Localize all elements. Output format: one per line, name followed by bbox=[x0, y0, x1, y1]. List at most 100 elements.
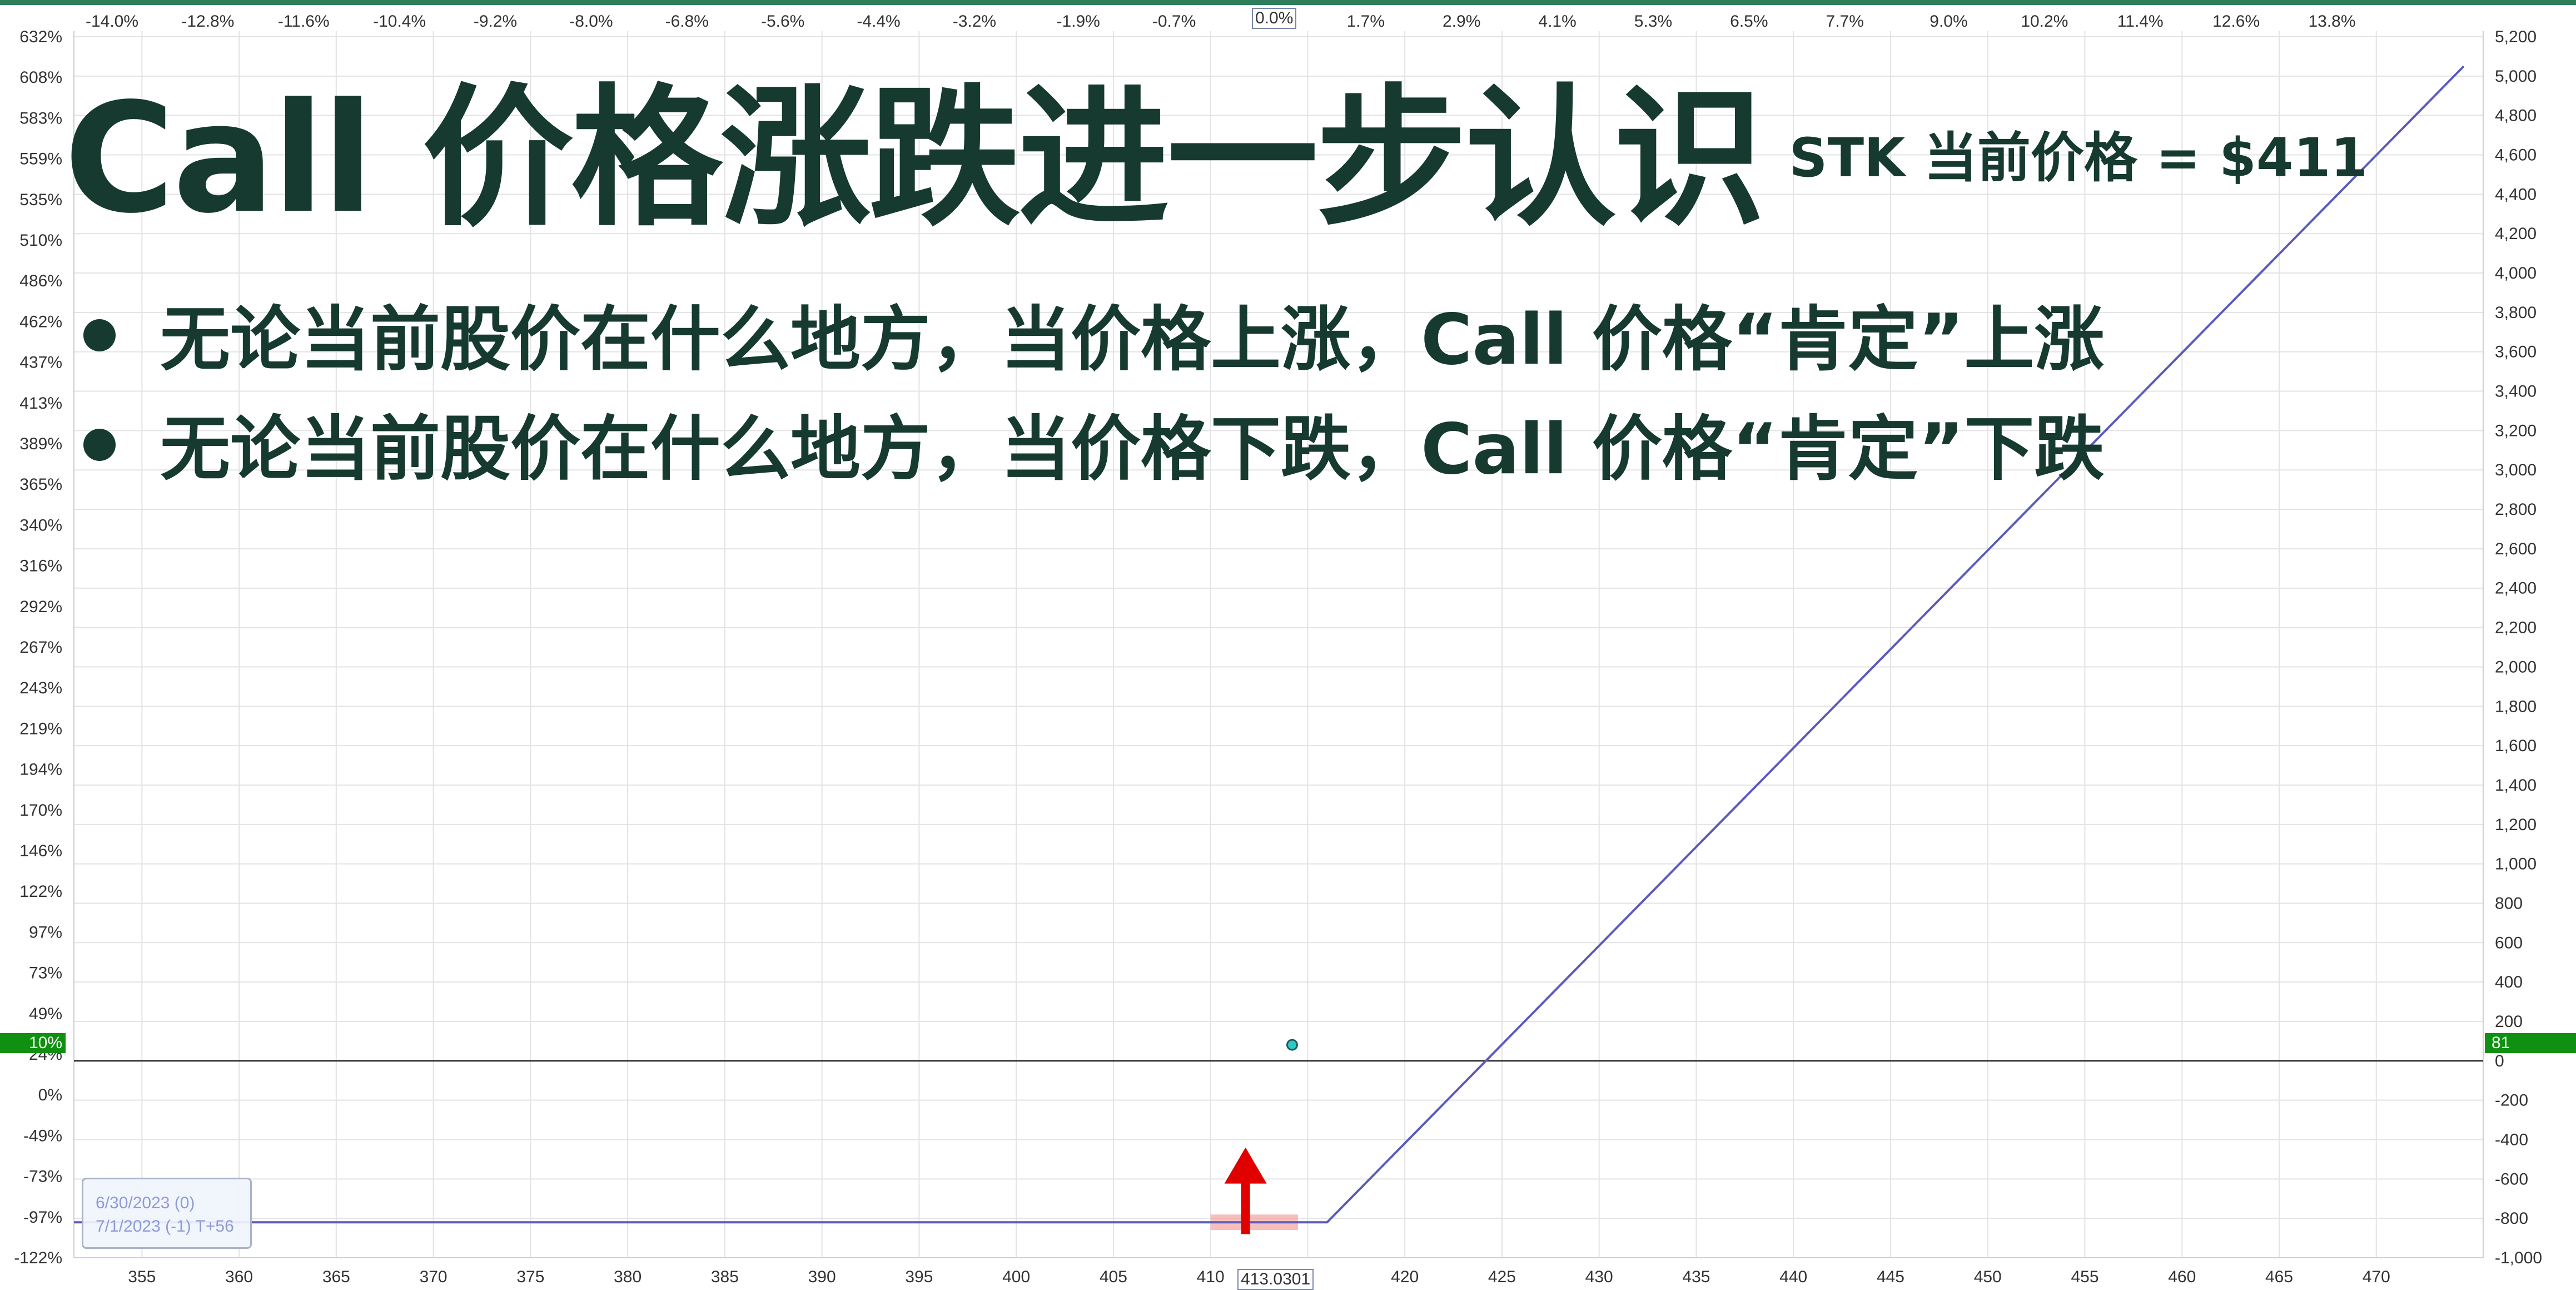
right-y-tick-label: 0 bbox=[2495, 1052, 2504, 1070]
up-arrow-icon bbox=[1224, 1147, 1267, 1184]
top-pct-tick-label: -11.6% bbox=[278, 12, 330, 31]
left-y-tick-label: 559% bbox=[19, 150, 62, 168]
current-position-marker bbox=[1286, 1039, 1298, 1051]
top-pct-tick-label: -8.0% bbox=[569, 12, 613, 31]
right-y-tick-label: 200 bbox=[2495, 1013, 2523, 1031]
date-label-t-plus: 7/1/2023 (-1) T+56 bbox=[96, 1217, 234, 1236]
left-y-tick-label: 535% bbox=[19, 191, 62, 209]
left-y-tick-label: 243% bbox=[19, 679, 62, 697]
top-pct-tick-label: -3.2% bbox=[953, 12, 996, 31]
date-legend-box[interactable]: 6/30/2023 (0) 7/1/2023 (-1) T+56 bbox=[82, 1178, 252, 1249]
x-tick-label: 450 bbox=[1974, 1268, 2002, 1286]
x-tick-label: 460 bbox=[2168, 1268, 2196, 1286]
current-price-subtitle: STK 当前价格 = $411 bbox=[1789, 127, 2368, 189]
top-pct-tick-label: 7.7% bbox=[1826, 12, 1864, 31]
top-pct-tick-label: -12.8% bbox=[181, 12, 234, 31]
x-tick-label: 400 bbox=[1002, 1268, 1030, 1286]
bullet-dot-icon bbox=[83, 429, 116, 461]
right-y-tick-label: 3,400 bbox=[2495, 383, 2537, 401]
top-pct-tick-label: 12.6% bbox=[2212, 12, 2260, 31]
bottom-axis-crosshair-callout: 413.0301 bbox=[1237, 1269, 1314, 1290]
left-y-tick-label: 316% bbox=[19, 557, 62, 575]
right-y-tick-label: -800 bbox=[2495, 1209, 2528, 1228]
left-y-tick-label: 292% bbox=[19, 598, 62, 616]
slide-title: Call 价格涨跌进一步认识 bbox=[64, 71, 1765, 247]
bullet-item-rise: 无论当前股价在什么地方，当价格上涨，Call 价格“肯定”上涨 bbox=[83, 305, 2104, 375]
top-pct-tick-label: -6.8% bbox=[665, 12, 709, 31]
top-pct-tick-label: -0.7% bbox=[1152, 12, 1196, 31]
x-tick-label: 465 bbox=[2265, 1268, 2293, 1286]
x-tick-label: 375 bbox=[516, 1268, 544, 1286]
left-y-tick-label: 73% bbox=[29, 964, 62, 983]
right-y-tick-label: 3,200 bbox=[2495, 421, 2537, 440]
right-y-tick-label: 1,800 bbox=[2495, 697, 2537, 716]
x-tick-label: 430 bbox=[1585, 1268, 1613, 1286]
top-pct-tick-label: -9.2% bbox=[474, 12, 517, 31]
left-y-tick-label: 365% bbox=[19, 475, 62, 494]
x-tick-label: 395 bbox=[905, 1268, 933, 1286]
left-y-tick-label: 0% bbox=[38, 1086, 62, 1104]
x-tick-label: 405 bbox=[1100, 1268, 1127, 1286]
right-y-tick-label: 2,600 bbox=[2495, 540, 2537, 558]
left-y-tick-label: 462% bbox=[19, 312, 62, 331]
x-tick-label: 370 bbox=[420, 1268, 447, 1286]
left-y-tick-label: -73% bbox=[23, 1168, 62, 1186]
right-axis-current-tag: 81 bbox=[2485, 1033, 2576, 1053]
top-pct-tick-label: 1.7% bbox=[1347, 12, 1385, 31]
right-y-tick-label: -600 bbox=[2495, 1170, 2528, 1188]
title-block: Call 价格涨跌进一步认识 STK 当前价格 = $411 bbox=[64, 83, 2368, 235]
right-y-tick-label: 4,400 bbox=[2495, 185, 2537, 204]
left-y-tick-label: 510% bbox=[19, 231, 62, 250]
right-y-tick-label: 4,800 bbox=[2495, 107, 2537, 125]
top-accent-bar bbox=[0, 0, 2576, 5]
right-y-tick-label: 3,800 bbox=[2495, 304, 2537, 322]
right-y-tick-label: 1,200 bbox=[2495, 816, 2537, 834]
left-y-tick-label: 219% bbox=[19, 720, 62, 738]
right-y-tick-label: 4,600 bbox=[2495, 146, 2537, 165]
top-pct-tick-label: -14.0% bbox=[86, 12, 138, 31]
left-y-tick-label: 389% bbox=[19, 435, 62, 453]
top-pct-tick-label: 4.1% bbox=[1538, 12, 1576, 31]
right-y-tick-label: -400 bbox=[2495, 1130, 2528, 1149]
date-label-expiry: 6/30/2023 (0) bbox=[96, 1194, 195, 1212]
left-y-tick-label: 146% bbox=[19, 842, 62, 860]
x-tick-label: 380 bbox=[614, 1268, 641, 1286]
x-tick-label: 470 bbox=[2363, 1268, 2390, 1286]
left-axis-current-tag: 10% bbox=[0, 1033, 66, 1053]
left-y-tick-label: 49% bbox=[29, 1005, 62, 1023]
x-tick-label: 410 bbox=[1197, 1268, 1225, 1286]
bullet-text: 无论当前股价在什么地方，当价格下跌，Call 价格“肯定”下跌 bbox=[160, 408, 2105, 490]
top-pct-tick-label: 6.5% bbox=[1730, 12, 1768, 31]
right-y-tick-label: 4,000 bbox=[2495, 264, 2537, 282]
top-pct-tick-label: 11.4% bbox=[2117, 12, 2164, 31]
right-y-tick-label: 3,600 bbox=[2495, 343, 2537, 361]
left-y-tick-label: -49% bbox=[23, 1127, 62, 1145]
top-pct-tick-label: 2.9% bbox=[1443, 12, 1480, 31]
x-tick-label: 440 bbox=[1779, 1268, 1807, 1286]
right-y-tick-label: 2,200 bbox=[2495, 619, 2537, 637]
left-y-tick-label: 437% bbox=[19, 354, 62, 372]
x-tick-label: 420 bbox=[1391, 1268, 1419, 1286]
x-tick-label: 390 bbox=[808, 1268, 836, 1286]
chart-marks bbox=[74, 65, 2483, 1234]
right-y-tick-label: 400 bbox=[2495, 973, 2523, 991]
chart-axes: 3553603653703753803853903954004054105420… bbox=[14, 12, 2542, 1286]
x-tick-label: 445 bbox=[1877, 1268, 1904, 1286]
left-y-tick-label: 413% bbox=[19, 394, 62, 413]
left-y-tick-label: -97% bbox=[23, 1208, 62, 1227]
x-tick-label: 365 bbox=[322, 1268, 350, 1286]
left-y-tick-label: 583% bbox=[19, 109, 62, 127]
right-y-tick-label: 800 bbox=[2495, 894, 2523, 912]
payoff-series-line bbox=[74, 65, 2465, 1224]
right-y-tick-label: 1,400 bbox=[2495, 776, 2537, 795]
x-tick-label: 360 bbox=[225, 1268, 253, 1286]
right-y-tick-label: 1,600 bbox=[2495, 737, 2537, 755]
top-pct-tick-label: 9.0% bbox=[1929, 12, 1967, 31]
left-y-tick-label: -122% bbox=[14, 1249, 62, 1267]
top-pct-tick-label: -5.6% bbox=[761, 12, 804, 31]
left-y-tick-label: 122% bbox=[19, 882, 62, 901]
right-y-tick-label: 2,000 bbox=[2495, 658, 2537, 676]
left-y-tick-label: 194% bbox=[19, 761, 62, 779]
left-y-tick-label: 486% bbox=[19, 272, 62, 290]
